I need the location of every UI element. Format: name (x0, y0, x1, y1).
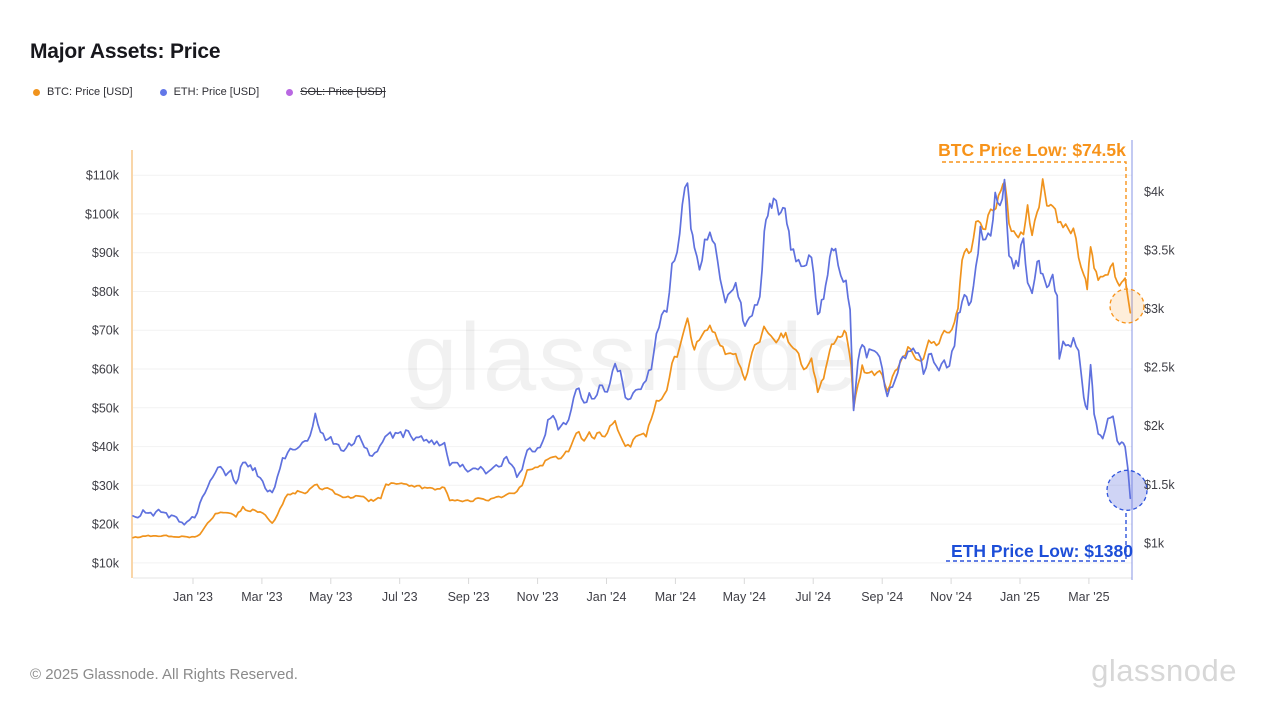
x-axis-label: Mar '23 (241, 590, 282, 604)
y-axis-right-label: $4k (1144, 185, 1165, 199)
y-axis-right-label: $2.5k (1144, 361, 1175, 375)
glassnode-logo: glassnode (1091, 653, 1237, 688)
y-axis-left-label: $40k (92, 440, 120, 454)
eth-price-line[interactable] (132, 178, 1132, 526)
y-axis-left-label: $70k (92, 324, 120, 338)
x-axis-label: Jul '24 (795, 590, 831, 604)
legend-item-eth[interactable]: ETH: Price [USD] (159, 86, 260, 98)
legend-item-eth-label: ETH: Price [USD] (173, 86, 260, 98)
y-axis-left-label: $100k (85, 207, 120, 221)
y-axis-left-label: $90k (92, 246, 120, 260)
x-axis-label: Mar '24 (655, 590, 696, 604)
y-axis-left-label: $30k (92, 479, 120, 493)
btc-series-dot-icon (33, 88, 40, 96)
glassnode-watermark: glassnode (404, 304, 860, 411)
price-chart[interactable]: glassnode Jan '23 Mar '23 May '23 Jul '23 Se… (0, 0, 1265, 640)
page-title: Major Assets: Price (30, 40, 221, 64)
y-axis-right-label: $1.5k (1144, 478, 1175, 492)
eth-low-annotation: ETH Price Low: $1380 (951, 541, 1133, 561)
y-axis-left-label: $10k (92, 556, 120, 570)
legend-item-btc-label: BTC: Price [USD] (47, 86, 133, 98)
eth-series-dot-icon (159, 88, 167, 96)
y-axis-right-label: $3k (1144, 302, 1165, 316)
x-axis-label: May '23 (309, 590, 352, 604)
chart-legend: BTC: Price [USD] ETH: Price [USD] SOL: P… (33, 86, 386, 98)
x-axis-label: Mar '25 (1068, 590, 1109, 604)
chart-canvas[interactable]: glassnode Jan '23 Mar '23 May '23 Jul '23 Se… (0, 0, 1265, 640)
x-axis-label: Nov '23 (517, 590, 559, 604)
eth-low-highlight-circle (1106, 469, 1148, 511)
y-axis-right-label: $3.5k (1144, 243, 1175, 257)
y-axis-right-label: $1k (1144, 536, 1165, 550)
y-axis-left-label: $110k (86, 169, 120, 183)
y-axis-right-label: $2k (1144, 419, 1165, 433)
eth-low-leader-line (946, 511, 1127, 562)
x-axis-label: Jan '23 (173, 590, 213, 604)
legend-item-sol[interactable]: SOL: Price [USD] (286, 86, 386, 98)
x-axis-label: Sep '23 (448, 590, 490, 604)
sol-series-dot-icon (286, 88, 294, 96)
legend-item-sol-label: SOL: Price [USD] (300, 86, 386, 98)
y-axis-left-label: $60k (92, 363, 120, 377)
y-axis-left-label: $20k (92, 518, 120, 532)
legend-item-btc[interactable]: BTC: Price [USD] (33, 86, 133, 98)
btc-low-annotation: BTC Price Low: $74.5k (938, 140, 1126, 160)
x-axis-label: Jul '23 (382, 590, 418, 604)
btc-price-line[interactable] (132, 178, 1132, 539)
btc-low-highlight-circle (1109, 288, 1145, 324)
copyright-text: © 2025 Glassnode. All Rights Reserved. (30, 666, 298, 683)
x-axis-label: Jan '24 (587, 590, 627, 604)
x-axis-label: Nov '24 (930, 590, 972, 604)
y-axis-left-label: $80k (92, 285, 120, 299)
y-axis-left-label: $50k (92, 401, 120, 415)
x-axis-label: May '24 (723, 590, 766, 604)
x-axis-label: Sep '24 (861, 590, 903, 604)
x-axis-label: Jan '25 (1000, 590, 1040, 604)
btc-low-leader-line (942, 161, 1127, 288)
